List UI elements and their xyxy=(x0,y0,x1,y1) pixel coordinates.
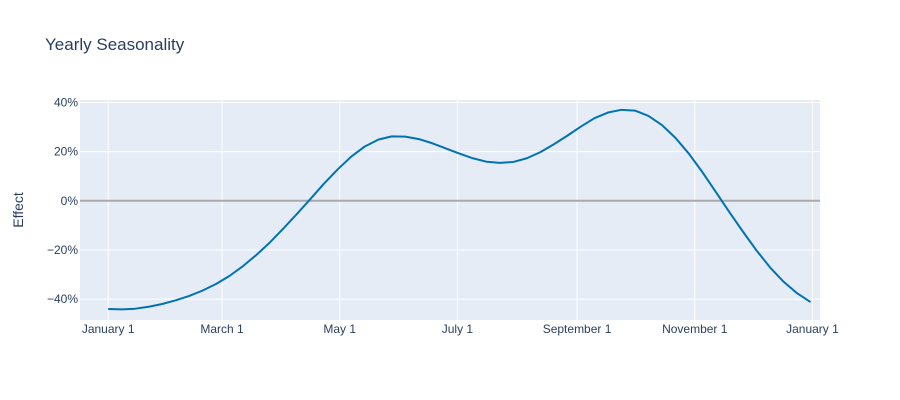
x-tick-label: January 1 xyxy=(82,322,135,336)
x-tick-label: March 1 xyxy=(200,322,244,336)
vertical-gridlines xyxy=(107,100,813,320)
x-tick-label: September 1 xyxy=(543,322,612,336)
y-tick-label: 0% xyxy=(61,194,79,208)
y-tick-label: −20% xyxy=(47,243,78,257)
horizontal-gridlines xyxy=(80,101,820,300)
x-tick-label: July 1 xyxy=(442,322,474,336)
y-axis-label: Effect xyxy=(10,192,26,228)
y-tick-labels: 40% 20% 0% −20% −40% xyxy=(47,95,78,306)
x-tick-labels: January 1 March 1 May 1 July 1 September 1 No… xyxy=(82,322,839,336)
chart-title: Yearly Seasonality xyxy=(45,35,185,54)
series-line xyxy=(108,108,812,311)
x-tick-label: November 1 xyxy=(662,322,728,336)
plot-background xyxy=(80,100,820,320)
x-tick-label: January 1 xyxy=(786,322,839,336)
x-tick-label: May 1 xyxy=(323,322,356,336)
y-tick-label: 20% xyxy=(54,145,78,159)
y-tick-label: 40% xyxy=(54,95,78,109)
y-tick-label: −40% xyxy=(47,292,78,306)
